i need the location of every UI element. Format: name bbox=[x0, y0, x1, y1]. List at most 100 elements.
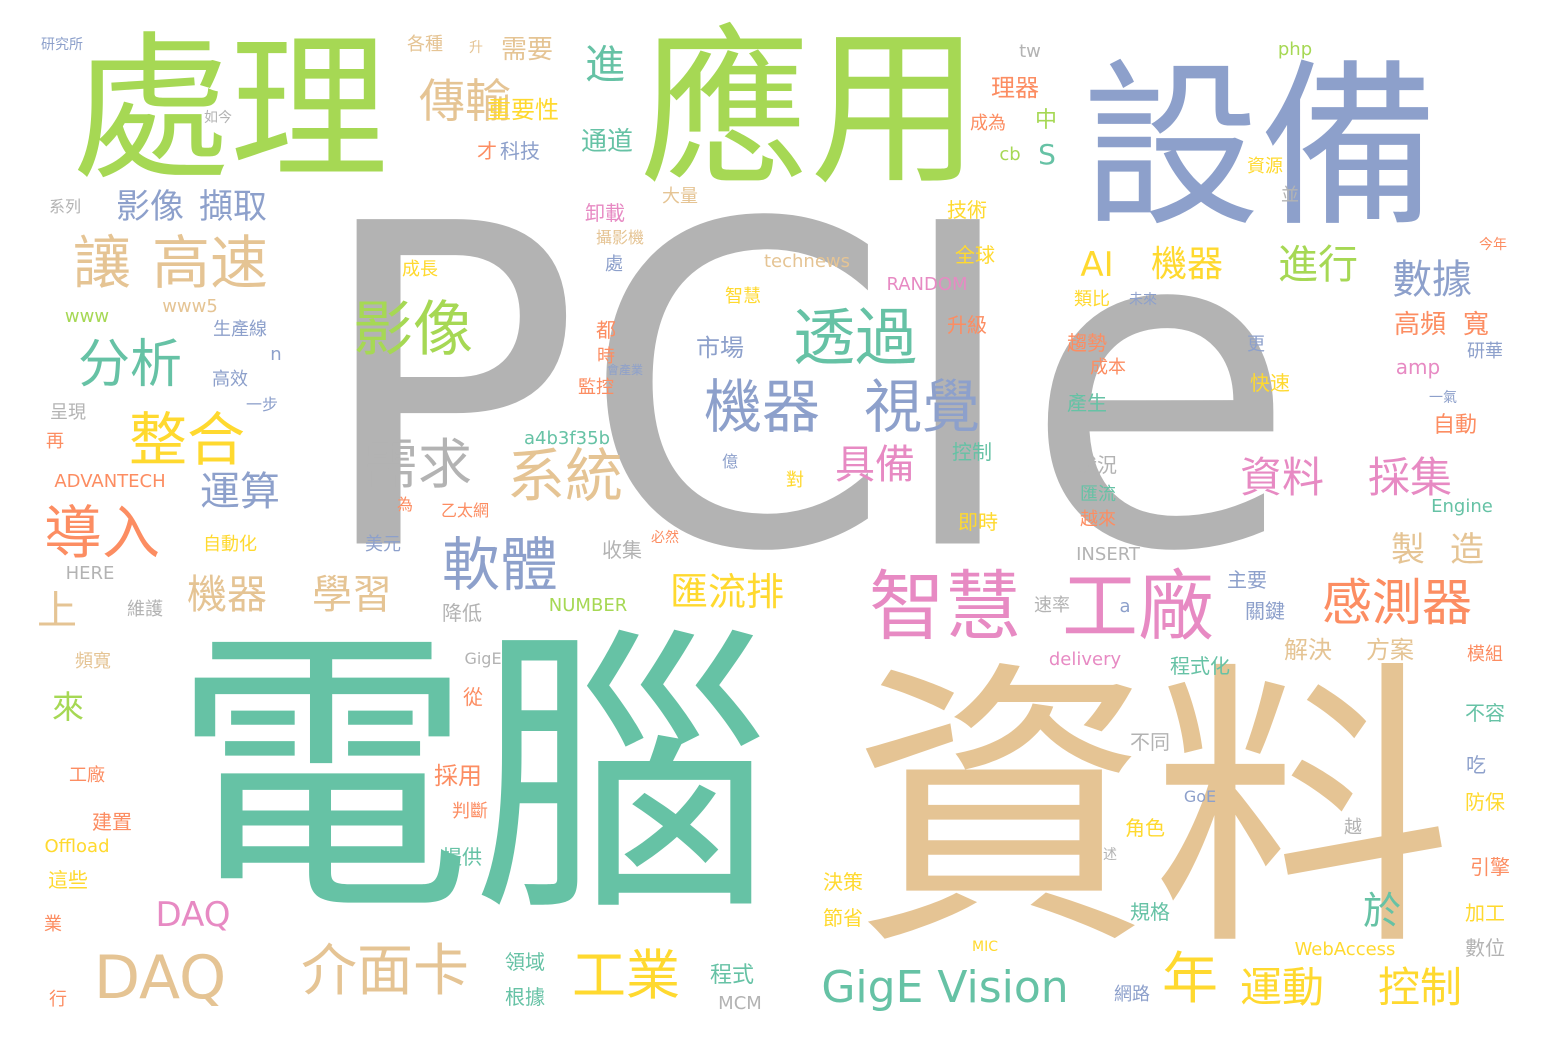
word-xuyao: 需要 bbox=[500, 35, 554, 65]
word-shebei: 設備 bbox=[1082, 44, 1438, 251]
word-zai: 再 bbox=[46, 431, 64, 452]
word-jiagong: 加工 bbox=[1465, 901, 1505, 925]
word-engine: Engine bbox=[1431, 496, 1493, 517]
word-huiliu: 匯流 bbox=[1080, 484, 1116, 505]
word-gige-vision: GigE Vision bbox=[821, 962, 1069, 1013]
word-gongchang-small: 工廠 bbox=[69, 765, 105, 786]
word-guige: 規格 bbox=[1130, 900, 1170, 924]
word-php: php bbox=[1277, 39, 1313, 60]
word-sulv: 速率 bbox=[1034, 595, 1070, 616]
word-gaopin: 高頻 bbox=[1393, 310, 1447, 340]
word-fangan: 方案 bbox=[1366, 636, 1414, 664]
word-jiqi-2: 機器 bbox=[187, 572, 267, 618]
word-shengji: 升級 bbox=[947, 313, 987, 337]
word-yingxiang-1: 影像 bbox=[353, 295, 473, 365]
word-yinqing: 引擎 bbox=[1470, 855, 1510, 879]
word-zhenghe: 整合 bbox=[128, 406, 246, 474]
word-qushi: 趨勢 bbox=[1067, 331, 1107, 355]
word-jishi: 即時 bbox=[958, 510, 998, 534]
word-gongchang: 工廠 bbox=[1062, 562, 1214, 651]
word-daliang: 大量 bbox=[662, 186, 698, 207]
word-tigong: 提供 bbox=[442, 845, 482, 869]
word-yingyong: 應用 bbox=[639, 11, 981, 209]
word-jinnian: 今年 bbox=[1479, 237, 1507, 253]
word-pcie: PCIe bbox=[312, 130, 1298, 649]
word-lai: 來 bbox=[51, 688, 85, 726]
word-shuju: 數據 bbox=[1392, 257, 1472, 303]
word-yunsuan: 運算 bbox=[200, 469, 280, 515]
word-amp: amp bbox=[1395, 355, 1441, 379]
word-chengshi: 程式 bbox=[709, 963, 755, 988]
word-delivery: delivery bbox=[1048, 649, 1122, 670]
word-ziyuan: 資源 bbox=[1247, 156, 1283, 177]
word-xiequ: 擷取 bbox=[199, 187, 267, 227]
word-cai: 才 bbox=[477, 139, 497, 163]
word-yitaiwang: 乙太網 bbox=[440, 501, 490, 520]
word-zhong: 中 bbox=[1034, 108, 1058, 133]
word-daq-small: DAQ bbox=[155, 895, 231, 935]
word-jiejue: 解決 bbox=[1284, 636, 1332, 664]
word-panduan: 判斷 bbox=[452, 801, 488, 822]
word-zhuangkuang: 狀況 bbox=[1077, 453, 1117, 477]
word-lingyu: 領域 bbox=[505, 950, 545, 974]
word-number: NUMBER bbox=[548, 595, 628, 616]
word-biran: 必然 bbox=[651, 530, 679, 546]
word-kongzhi-2: 控制 bbox=[952, 440, 992, 464]
word-jishu: 技術 bbox=[947, 198, 987, 222]
word-shang: 上 bbox=[37, 588, 77, 634]
word-chengshihua: 程式化 bbox=[1170, 654, 1230, 678]
word-fangbao: 防保 bbox=[1465, 790, 1505, 814]
word-gige: GigE bbox=[464, 649, 502, 668]
word-daq-large: DAQ bbox=[93, 943, 227, 1013]
word-gaoxiao: 高效 bbox=[212, 369, 248, 390]
word-ziliao-pink: 資料 bbox=[1239, 453, 1325, 502]
word-wei: 為 bbox=[396, 495, 414, 514]
word-zhihui: 智慧 bbox=[869, 562, 1021, 651]
word-quanqiu: 全球 bbox=[955, 243, 995, 267]
word-xiezai: 卸載 bbox=[585, 201, 625, 225]
word-zhongyaoxing: 重要性 bbox=[487, 96, 559, 124]
word-gaosu: 高速 bbox=[151, 229, 269, 297]
word-technews: technews bbox=[763, 251, 851, 272]
word-weihu: 維護 bbox=[127, 599, 163, 620]
word-touguo: 透過 bbox=[792, 301, 918, 374]
word-juece: 決策 bbox=[823, 870, 863, 894]
word-leibi: 類比 bbox=[1074, 289, 1110, 310]
word-zidonghua: 自動化 bbox=[203, 534, 257, 555]
word-ganceqi: 感測器 bbox=[1322, 574, 1472, 632]
word-daoru: 導入 bbox=[43, 499, 161, 567]
word-jin: 進 bbox=[585, 42, 625, 88]
word-a: a bbox=[1119, 596, 1131, 617]
word-jianzhi: 建置 bbox=[92, 810, 132, 834]
word-sheyingji: 攝影機 bbox=[595, 228, 645, 247]
word-www: www bbox=[64, 306, 110, 327]
word-gongye: 工業 bbox=[572, 944, 680, 1007]
word-xilie: 系列 bbox=[48, 197, 82, 216]
word-kuaisu: 快速 bbox=[1250, 371, 1290, 395]
word-xing: 行 bbox=[49, 989, 67, 1010]
word-yanhua: 研華 bbox=[1467, 341, 1503, 362]
word-yue: 越 bbox=[1344, 817, 1362, 838]
word-chuli: 處理 bbox=[72, 18, 388, 202]
word-shouji: 收集 bbox=[602, 538, 642, 562]
word-liqi: 理器 bbox=[991, 74, 1039, 102]
word-insert: INSERT bbox=[1076, 544, 1140, 565]
word-offload: Offload bbox=[44, 836, 110, 857]
word-shichang: 市場 bbox=[696, 334, 744, 362]
word-jiemianka: 介面卡 bbox=[301, 939, 469, 1004]
word-cong: 從 bbox=[463, 685, 483, 709]
word-diannao: 電腦 bbox=[172, 603, 772, 952]
word-chi: 吃 bbox=[1466, 753, 1486, 777]
word-shengchanxian: 生產線 bbox=[213, 319, 267, 340]
word-mic: MIC bbox=[972, 939, 998, 955]
word-tw: tw bbox=[1019, 41, 1041, 62]
word-dui: 對 bbox=[786, 470, 804, 491]
word-ziliao-large: 資料 bbox=[852, 637, 1452, 986]
word-burong: 不容 bbox=[1465, 701, 1505, 725]
word-jiqi-3: 機器 bbox=[1150, 244, 1224, 285]
word-here: HERE bbox=[65, 563, 115, 584]
word-chengben: 成本 bbox=[1090, 357, 1126, 378]
word-caiyong: 採用 bbox=[434, 762, 482, 790]
word-shuwei: 數位 bbox=[1465, 936, 1505, 960]
